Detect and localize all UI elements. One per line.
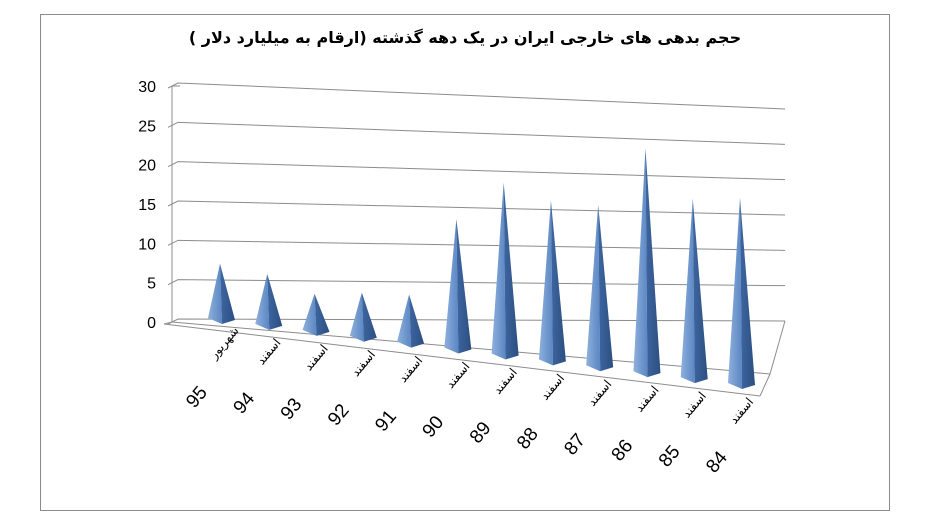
pyramid-bar bbox=[208, 263, 222, 324]
gridline bbox=[167, 200, 786, 216]
x-tick-number: 92 bbox=[324, 400, 354, 430]
y-tick-label: 0 bbox=[147, 315, 156, 332]
pyramid-bar-shade bbox=[503, 182, 519, 360]
pyramid-bar bbox=[728, 197, 742, 389]
gridline bbox=[167, 82, 786, 110]
pyramid-bar-shade bbox=[456, 218, 472, 354]
x-tick-number: 84 bbox=[702, 447, 732, 477]
x-tick-number: 87 bbox=[560, 430, 590, 460]
pyramid-bar-shade bbox=[267, 273, 283, 330]
y-tick-label: 15 bbox=[138, 197, 156, 214]
chart-title: حجم بدهی های خارجی ایران در یک دهه گذشته… bbox=[188, 28, 742, 47]
x-tick-number: 86 bbox=[608, 436, 638, 466]
pyramid-bar-shade bbox=[550, 200, 566, 366]
gridline bbox=[167, 121, 786, 145]
x-axis-labels: 95شهریور94اسفند93اسفند92اسفند91اسفند90اس… bbox=[182, 324, 757, 478]
y-tick-label: 10 bbox=[138, 236, 156, 253]
pyramid-bar-shade bbox=[314, 293, 330, 336]
x-tick-number: 95 bbox=[182, 383, 212, 413]
chart-frame bbox=[40, 14, 890, 511]
pyramid-bar-shade bbox=[692, 198, 708, 384]
pyramid-bar bbox=[444, 218, 459, 354]
pyramid-series bbox=[208, 148, 755, 389]
x-tick-word: اسفند bbox=[301, 342, 331, 374]
pyramid-bar-shade bbox=[409, 294, 425, 348]
x-tick-word: اسفند bbox=[632, 383, 662, 415]
pyramid-bar bbox=[302, 293, 317, 336]
x-tick-number: 93 bbox=[277, 394, 307, 424]
x-tick-number: 94 bbox=[229, 388, 259, 418]
pyramid-bar-shade bbox=[220, 263, 235, 324]
x-tick-word: اسفند bbox=[348, 348, 378, 380]
x-tick-label: 84 اسفند bbox=[702, 395, 757, 477]
pyramid-bar bbox=[349, 292, 364, 342]
x-tick-number: 89 bbox=[466, 418, 496, 448]
x-tick-word: اسفند bbox=[443, 360, 473, 392]
gridline bbox=[167, 239, 786, 251]
y-tick-label: 20 bbox=[138, 158, 156, 175]
gridline bbox=[167, 279, 786, 287]
pyramid-bar-shade bbox=[740, 197, 755, 389]
pyramid-bar bbox=[680, 198, 695, 384]
x-tick-number: 90 bbox=[419, 412, 449, 442]
x-tick-number: 91 bbox=[371, 406, 401, 436]
x-tick-word: اسفند bbox=[538, 371, 568, 403]
y-tick-label: 5 bbox=[147, 276, 156, 293]
y-tick-label: 30 bbox=[138, 79, 156, 96]
pyramid-bar-shade bbox=[645, 148, 661, 378]
pyramid-bar-shade bbox=[598, 204, 614, 372]
pyramid-bar bbox=[255, 273, 270, 330]
x-tick-word: اسفند bbox=[254, 336, 284, 368]
pyramid-bar bbox=[491, 182, 506, 360]
x-tick-number: 85 bbox=[655, 442, 685, 472]
x-tick-word: اسفند bbox=[396, 354, 426, 386]
x-tick-word: اسفند bbox=[585, 377, 615, 409]
gridline bbox=[167, 161, 786, 181]
pyramid-bar bbox=[397, 294, 412, 348]
x-tick-word: اسفند bbox=[727, 395, 757, 427]
pyramid-bar-shade bbox=[361, 292, 377, 342]
x-tick-word: اسفند bbox=[490, 365, 520, 397]
x-tick-number: 88 bbox=[513, 424, 543, 454]
y-tick-label: 25 bbox=[138, 118, 156, 135]
pyramid-bar bbox=[538, 200, 553, 366]
floor-right-edge bbox=[769, 320, 786, 375]
x-tick-word: اسفند bbox=[679, 389, 709, 421]
y-axis: 0 5 10 15 20 25 30 bbox=[138, 79, 180, 332]
pyramid-bar bbox=[633, 148, 648, 378]
pyramid-bar bbox=[586, 204, 601, 372]
